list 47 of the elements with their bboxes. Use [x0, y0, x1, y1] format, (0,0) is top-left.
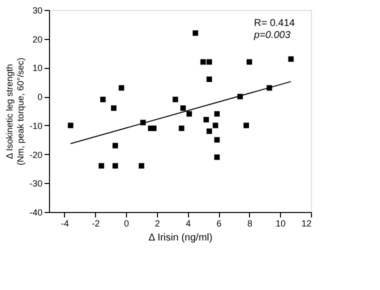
y-tick-label: 30 [32, 6, 42, 16]
x-axis-title: Δ Irisin (ng/ml) [148, 232, 212, 244]
point [172, 96, 178, 102]
x-tick-label: 8 [247, 218, 252, 228]
y-axis-title: Δ Isokinetic leg strength (Nm, peak torque, 60°/sec) [4, 58, 26, 166]
x-tick-label: 0 [124, 218, 130, 228]
point [98, 163, 104, 169]
x-tick-label: 6 [216, 218, 222, 228]
point [200, 59, 206, 65]
y-tick-label: -40 [29, 208, 42, 218]
point [100, 96, 106, 102]
x-tick-label: -2 [92, 218, 100, 228]
point [118, 85, 124, 91]
y-tick-label: 0 [37, 92, 42, 102]
y-tick-label: 20 [32, 34, 42, 44]
point [192, 30, 198, 36]
point [180, 105, 186, 111]
x-tick-label: 10 [276, 218, 286, 228]
point [246, 59, 252, 65]
point [214, 111, 220, 117]
annotation: R= 0.414 [254, 18, 296, 29]
point [206, 76, 212, 82]
y-tick-label: -10 [29, 120, 42, 131]
point [203, 116, 209, 122]
y-tick-label: -20 [29, 150, 42, 160]
x-tick-label: 12 [301, 218, 312, 228]
point [68, 122, 74, 128]
annotation: p=0.003 [253, 30, 291, 41]
y-tick-label: -30 [29, 178, 42, 189]
point [206, 128, 212, 134]
point [112, 142, 118, 148]
y-tick-label: 10 [32, 63, 42, 74]
point [110, 105, 116, 111]
x-tick-label: 2 [154, 218, 160, 228]
point [112, 163, 118, 169]
x-tick-label: -4 [60, 218, 69, 228]
point [186, 111, 192, 117]
x-tick-label: 4 [186, 218, 191, 228]
point [214, 154, 220, 160]
point [151, 126, 157, 132]
point [288, 56, 294, 62]
point [244, 122, 250, 128]
point [214, 137, 220, 143]
point [138, 163, 144, 169]
point [178, 126, 184, 132]
point [206, 59, 212, 65]
point [212, 122, 218, 128]
